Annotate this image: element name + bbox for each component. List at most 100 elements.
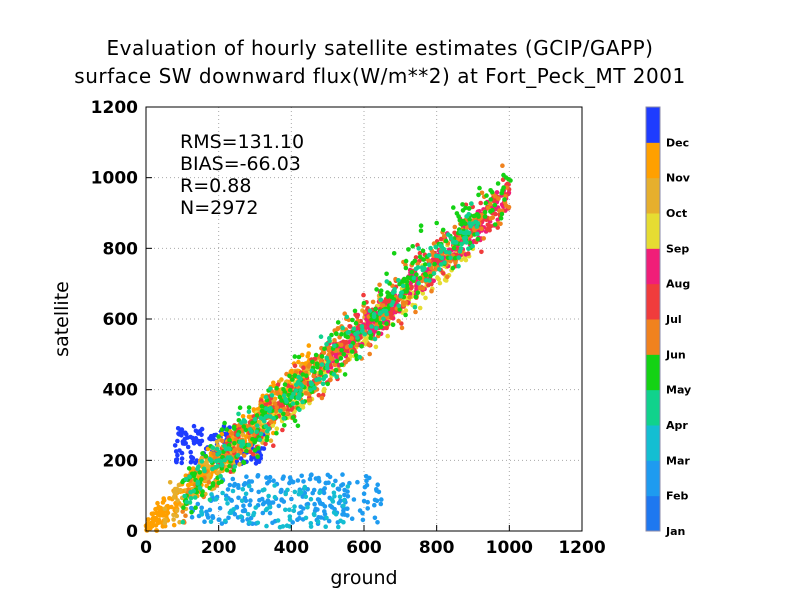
data-point bbox=[239, 498, 245, 504]
data-point bbox=[363, 336, 369, 341]
data-point bbox=[405, 286, 410, 291]
y-tick-label: 400 bbox=[103, 381, 139, 401]
data-point bbox=[453, 260, 458, 265]
data-point bbox=[287, 524, 292, 529]
data-point bbox=[263, 441, 268, 447]
data-point bbox=[335, 326, 341, 332]
data-point bbox=[287, 387, 293, 393]
data-point bbox=[296, 359, 301, 365]
data-point bbox=[262, 500, 267, 505]
data-point bbox=[359, 324, 365, 329]
data-point bbox=[171, 494, 177, 500]
data-point bbox=[501, 185, 506, 190]
data-point bbox=[484, 193, 489, 198]
data-point bbox=[412, 258, 418, 264]
data-point bbox=[174, 503, 179, 509]
data-point bbox=[432, 261, 437, 267]
data-point bbox=[339, 348, 344, 353]
data-point bbox=[396, 318, 401, 324]
colorbar-swatch bbox=[646, 177, 660, 214]
data-point bbox=[423, 272, 429, 278]
data-point bbox=[206, 480, 212, 485]
data-point bbox=[298, 376, 303, 381]
x-tick-label: 600 bbox=[346, 538, 382, 558]
data-point bbox=[171, 512, 176, 518]
data-point bbox=[418, 223, 424, 228]
data-point bbox=[354, 342, 359, 348]
data-point bbox=[363, 474, 369, 479]
data-point bbox=[159, 512, 164, 518]
data-point bbox=[180, 509, 185, 514]
data-point bbox=[247, 502, 253, 508]
data-point bbox=[417, 285, 423, 291]
data-point bbox=[441, 234, 447, 239]
data-point bbox=[384, 271, 389, 277]
data-point bbox=[297, 511, 302, 516]
data-point bbox=[485, 205, 491, 211]
data-point bbox=[278, 489, 284, 495]
data-point bbox=[228, 510, 234, 516]
data-point bbox=[235, 483, 241, 488]
data-point bbox=[333, 331, 339, 336]
data-point bbox=[377, 282, 382, 288]
data-point bbox=[323, 374, 329, 379]
data-point bbox=[240, 508, 246, 514]
data-point bbox=[375, 520, 380, 525]
colorbar-swatch bbox=[646, 389, 660, 426]
data-point bbox=[334, 374, 339, 380]
data-point bbox=[403, 258, 409, 264]
data-point bbox=[236, 495, 241, 501]
data-point bbox=[238, 514, 244, 519]
data-point bbox=[391, 251, 397, 256]
data-point bbox=[349, 516, 355, 521]
data-point bbox=[343, 359, 349, 365]
data-point bbox=[246, 414, 252, 420]
data-point bbox=[253, 505, 258, 510]
data-point bbox=[431, 278, 437, 284]
data-point bbox=[230, 488, 236, 494]
data-point bbox=[372, 336, 378, 342]
data-point bbox=[156, 517, 162, 523]
colorbar-swatch bbox=[646, 142, 660, 179]
data-point bbox=[378, 297, 384, 303]
data-point bbox=[490, 207, 495, 213]
data-point bbox=[299, 352, 305, 358]
data-point bbox=[444, 278, 449, 283]
data-point bbox=[477, 185, 482, 191]
data-point bbox=[290, 415, 296, 420]
data-point bbox=[492, 222, 498, 227]
data-point bbox=[281, 416, 287, 421]
data-point bbox=[417, 305, 423, 311]
data-point bbox=[177, 448, 182, 453]
colorbar-label: Oct bbox=[666, 207, 687, 220]
data-point bbox=[244, 474, 249, 480]
data-point bbox=[357, 354, 363, 360]
data-point bbox=[372, 515, 378, 521]
x-tick-label: 400 bbox=[274, 538, 310, 558]
data-point bbox=[299, 473, 305, 479]
data-point bbox=[428, 245, 433, 251]
data-point bbox=[506, 176, 511, 182]
data-point bbox=[268, 419, 274, 425]
data-point bbox=[398, 293, 404, 299]
data-point bbox=[452, 224, 458, 230]
data-point bbox=[175, 452, 180, 458]
data-point bbox=[351, 326, 357, 332]
data-point bbox=[378, 292, 384, 297]
colorbar-label: Feb bbox=[666, 490, 689, 503]
data-point bbox=[171, 517, 176, 522]
data-point bbox=[456, 214, 461, 219]
data-point bbox=[261, 446, 267, 451]
data-point bbox=[492, 202, 498, 208]
data-point bbox=[295, 423, 301, 429]
data-point bbox=[417, 250, 423, 256]
data-point bbox=[337, 494, 343, 500]
data-point bbox=[174, 508, 180, 513]
data-point bbox=[216, 517, 222, 522]
data-point bbox=[359, 344, 364, 349]
data-point bbox=[210, 466, 215, 472]
data-point bbox=[189, 458, 194, 464]
y-tick-label: 200 bbox=[103, 451, 139, 471]
data-point bbox=[217, 505, 223, 511]
data-point bbox=[360, 517, 366, 523]
